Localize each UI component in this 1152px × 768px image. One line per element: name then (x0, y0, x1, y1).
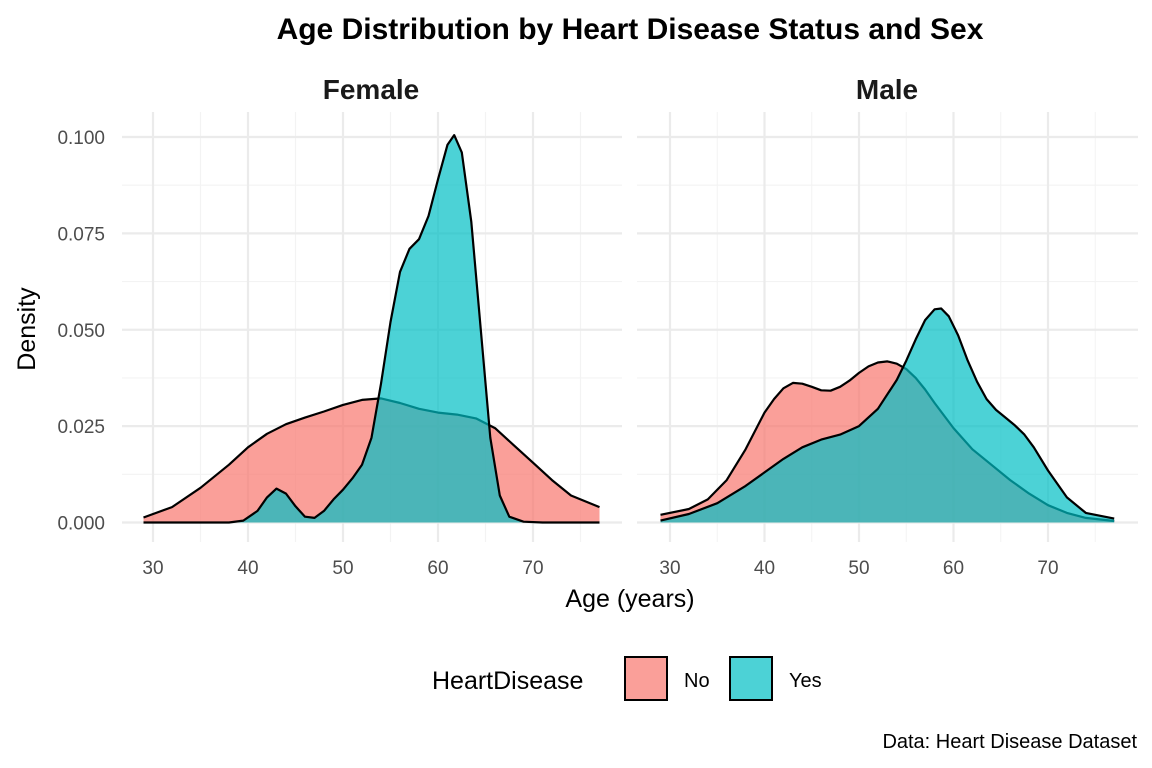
x-tick-label: 30 (142, 558, 163, 579)
x-tick-label: 70 (1037, 558, 1058, 579)
x-axis-ticks: 30 40 50 60 70 30 40 50 60 70 (142, 558, 1058, 579)
y-tick-label: 0.000 (57, 514, 105, 535)
y-axis-ticks: 0.000 0.025 0.050 0.075 0.100 (57, 128, 105, 535)
legend-title: HeartDisease (432, 667, 583, 695)
y-tick-label: 0.100 (57, 128, 105, 149)
x-tick-label: 60 (943, 558, 964, 579)
y-tick-label: 0.025 (57, 417, 105, 438)
x-tick-label: 50 (332, 558, 353, 579)
legend-swatch-no (624, 656, 668, 701)
legend: HeartDisease No Yes (432, 656, 822, 701)
strip-label-female: Female (323, 74, 420, 105)
x-axis-title: Age (years) (565, 585, 694, 613)
x-tick-label: 50 (848, 558, 869, 579)
panel-male: Male (637, 74, 1138, 542)
x-tick-label: 60 (427, 558, 448, 579)
x-tick-label: 30 (659, 558, 680, 579)
caption: Data: Heart Disease Dataset (882, 731, 1137, 753)
legend-label-yes: Yes (789, 670, 822, 692)
chart-title: Age Distribution by Heart Disease Status… (277, 13, 984, 46)
male-density-yes-outline (660, 307, 1115, 522)
female-density-yes-area (143, 135, 600, 523)
legend-swatch-yes (729, 656, 773, 701)
y-tick-label: 0.050 (57, 321, 105, 342)
y-tick-label: 0.075 (57, 224, 105, 245)
strip-label-male: Male (856, 74, 918, 105)
x-tick-label: 40 (754, 558, 775, 579)
x-tick-label: 40 (237, 558, 258, 579)
x-tick-label: 70 (522, 558, 543, 579)
panel-female: Female (122, 74, 622, 542)
female-density-yes-outline (143, 134, 600, 524)
legend-label-no: No (684, 670, 710, 692)
y-axis-title: Density (13, 287, 41, 371)
male-density-yes-area (660, 308, 1115, 523)
